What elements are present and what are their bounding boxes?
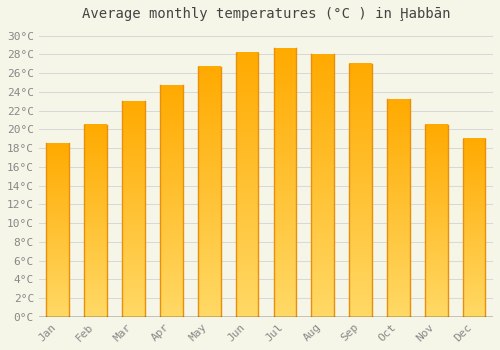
Title: Average monthly temperatures (°C ) in Ḩabbān: Average monthly temperatures (°C ) in Ḩa… xyxy=(82,7,450,21)
